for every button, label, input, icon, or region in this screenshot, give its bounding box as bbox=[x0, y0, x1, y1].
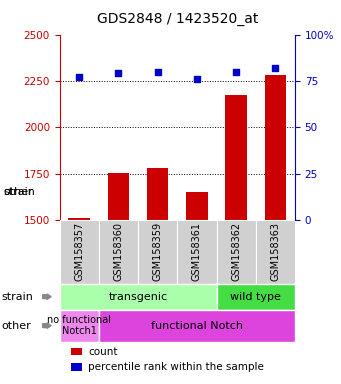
Point bbox=[194, 76, 199, 82]
Text: no functional
Notch1: no functional Notch1 bbox=[47, 315, 111, 336]
Text: strain: strain bbox=[3, 187, 35, 197]
Bar bbox=[177, 220, 217, 284]
Text: GSM158363: GSM158363 bbox=[270, 222, 280, 281]
Bar bbox=[72, 363, 82, 371]
Bar bbox=[138, 220, 177, 284]
Bar bbox=[99, 310, 295, 341]
Point bbox=[116, 70, 121, 76]
Bar bbox=[186, 192, 208, 220]
Bar bbox=[99, 220, 138, 284]
Bar bbox=[69, 218, 90, 220]
Bar bbox=[217, 284, 295, 310]
Text: GSM158361: GSM158361 bbox=[192, 222, 202, 281]
Text: GSM158359: GSM158359 bbox=[153, 222, 163, 281]
Bar bbox=[225, 95, 247, 220]
Text: GSM158362: GSM158362 bbox=[231, 222, 241, 281]
Point bbox=[233, 69, 239, 75]
Bar bbox=[108, 173, 129, 220]
Text: GSM158360: GSM158360 bbox=[114, 222, 123, 281]
Bar bbox=[256, 220, 295, 284]
Text: percentile rank within the sample: percentile rank within the sample bbox=[88, 362, 264, 372]
Point bbox=[155, 69, 160, 75]
Bar bbox=[265, 75, 286, 220]
Text: GSM158357: GSM158357 bbox=[74, 222, 84, 281]
Point bbox=[76, 74, 82, 80]
Bar bbox=[60, 310, 99, 341]
Bar bbox=[217, 220, 256, 284]
Bar bbox=[60, 220, 99, 284]
Text: other: other bbox=[2, 321, 31, 331]
Text: GDS2848 / 1423520_at: GDS2848 / 1423520_at bbox=[97, 12, 258, 25]
Text: strain: strain bbox=[2, 292, 33, 302]
Point bbox=[272, 65, 278, 71]
Text: transgenic: transgenic bbox=[108, 292, 168, 302]
Bar bbox=[60, 284, 217, 310]
Text: wild type: wild type bbox=[230, 292, 281, 302]
Text: other: other bbox=[3, 187, 33, 197]
Bar bbox=[72, 348, 82, 356]
Text: count: count bbox=[88, 347, 117, 357]
Text: functional Notch: functional Notch bbox=[151, 321, 243, 331]
Bar bbox=[147, 168, 168, 220]
